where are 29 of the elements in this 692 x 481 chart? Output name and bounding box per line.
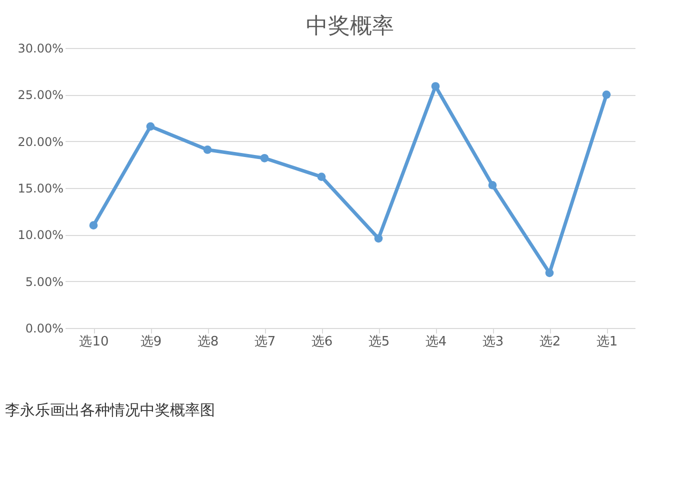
y-tick-label: 25.00% <box>18 88 64 102</box>
x-tick-label: 选5 <box>368 334 390 350</box>
point <box>146 122 155 131</box>
point <box>488 181 497 190</box>
x-tick-label: 选10 <box>79 334 109 350</box>
chart-title: 中奖概率 <box>306 14 394 39</box>
x-tick-label: 选9 <box>140 334 162 350</box>
x-tick-label: 选8 <box>197 334 219 350</box>
point <box>374 234 383 243</box>
y-tick-label: 5.00% <box>25 274 64 289</box>
point <box>317 172 326 181</box>
x-tick-label: 选1 <box>596 334 618 350</box>
point <box>260 154 269 162</box>
point <box>89 221 98 230</box>
point <box>602 90 611 99</box>
y-tick-label: 0.00% <box>25 322 64 336</box>
y-tick-label: 30.00% <box>18 42 64 56</box>
y-tick-label: 10.00% <box>18 228 64 242</box>
x-tick-label: 选4 <box>425 334 447 350</box>
x-tick-label: 选7 <box>254 334 276 350</box>
y-tick-label: 20.00% <box>18 134 64 149</box>
point <box>545 268 554 278</box>
y-tick-label: 15.00% <box>18 182 64 196</box>
point <box>203 146 212 154</box>
x-tick-label: 选2 <box>539 334 561 350</box>
point <box>431 82 440 90</box>
x-tick-label: 选6 <box>311 334 333 350</box>
x-tick-label: 选3 <box>482 334 504 350</box>
text: 李永乐画出各种情况中奖概率图 <box>5 401 215 419</box>
